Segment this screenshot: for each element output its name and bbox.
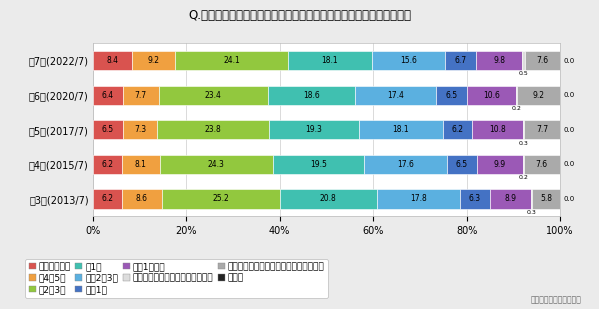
Text: 8.9: 8.9 xyxy=(504,194,516,204)
Bar xyxy=(524,120,560,139)
Bar xyxy=(122,189,162,209)
Text: 6.7: 6.7 xyxy=(455,56,467,65)
Bar xyxy=(523,120,524,139)
Text: 17.4: 17.4 xyxy=(387,91,404,100)
Text: 6.2: 6.2 xyxy=(101,160,113,169)
Text: 20.8: 20.8 xyxy=(320,194,337,204)
Text: 0.5: 0.5 xyxy=(519,71,528,76)
Text: 0.0: 0.0 xyxy=(564,92,575,98)
Text: 8.4: 8.4 xyxy=(107,56,119,65)
Text: 6.5: 6.5 xyxy=(446,91,458,100)
Text: 0.0: 0.0 xyxy=(564,196,575,202)
Bar xyxy=(443,120,472,139)
Bar xyxy=(377,189,460,209)
Bar xyxy=(158,120,268,139)
Text: 9.2: 9.2 xyxy=(533,91,544,100)
Bar xyxy=(531,189,533,209)
Bar xyxy=(268,120,359,139)
Text: 7.3: 7.3 xyxy=(134,125,146,134)
Bar xyxy=(467,86,516,105)
Bar xyxy=(372,51,445,70)
Text: マイボイスコム株式会社: マイボイスコム株式会社 xyxy=(530,295,581,304)
Bar xyxy=(93,51,132,70)
Text: 18.1: 18.1 xyxy=(393,125,409,134)
Bar xyxy=(524,155,559,174)
Text: 18.1: 18.1 xyxy=(322,56,338,65)
Text: 8.1: 8.1 xyxy=(135,160,147,169)
Text: 18.6: 18.6 xyxy=(303,91,320,100)
Text: 6.5: 6.5 xyxy=(102,125,114,134)
Bar xyxy=(472,120,523,139)
Bar xyxy=(533,189,559,209)
Text: 19.5: 19.5 xyxy=(310,160,327,169)
Text: 17.6: 17.6 xyxy=(397,160,414,169)
Bar xyxy=(460,189,489,209)
Bar xyxy=(93,120,123,139)
Text: 7.7: 7.7 xyxy=(135,91,147,100)
Text: 0.0: 0.0 xyxy=(564,127,575,133)
Bar xyxy=(489,189,531,209)
Bar xyxy=(436,86,467,105)
Text: 6.5: 6.5 xyxy=(456,160,468,169)
Bar xyxy=(273,155,364,174)
Text: 25.2: 25.2 xyxy=(213,194,229,204)
Bar xyxy=(122,155,160,174)
Text: 6.3: 6.3 xyxy=(469,194,481,204)
Bar xyxy=(525,51,560,70)
Bar xyxy=(517,86,560,105)
Bar xyxy=(477,155,523,174)
Bar xyxy=(159,86,268,105)
Text: 0.2: 0.2 xyxy=(512,106,522,111)
Bar xyxy=(160,155,273,174)
Text: 7.6: 7.6 xyxy=(536,56,548,65)
Text: 6.2: 6.2 xyxy=(452,125,464,134)
Text: 8.6: 8.6 xyxy=(136,194,148,204)
Text: 5.8: 5.8 xyxy=(540,194,552,204)
Text: 10.6: 10.6 xyxy=(483,91,500,100)
Text: 24.1: 24.1 xyxy=(223,56,240,65)
Text: 9.9: 9.9 xyxy=(494,160,506,169)
Bar xyxy=(123,120,158,139)
Text: 7.6: 7.6 xyxy=(536,160,548,169)
Bar xyxy=(268,86,355,105)
Legend: ほとんど毎日, 週4～5回, 週2～3回, 週1回, 月に2～3回, 月に1回, 月に1回未満, 夏にアイスクリーム類は食べない, アイスクリーム類や氷菓自体を: ほとんど毎日, 週4～5回, 週2～3回, 週1回, 月に2～3回, 月に1回,… xyxy=(25,259,328,298)
Text: 9.8: 9.8 xyxy=(494,56,506,65)
Text: 9.2: 9.2 xyxy=(147,56,159,65)
Bar xyxy=(364,155,446,174)
Text: 10.8: 10.8 xyxy=(489,125,506,134)
Text: 6.2: 6.2 xyxy=(101,194,113,204)
Text: 24.3: 24.3 xyxy=(208,160,225,169)
Bar xyxy=(162,189,280,209)
Text: 17.8: 17.8 xyxy=(410,194,427,204)
Text: Q.夏に、アイスクリーム類や氷菓をどのくらいの頻度で食べますか？: Q.夏に、アイスクリーム類や氷菓をどのくらいの頻度で食べますか？ xyxy=(188,9,411,22)
Text: 7.7: 7.7 xyxy=(536,125,548,134)
Text: 0.0: 0.0 xyxy=(564,57,575,64)
Text: 23.4: 23.4 xyxy=(205,91,222,100)
Bar xyxy=(446,155,477,174)
Text: 15.6: 15.6 xyxy=(400,56,417,65)
Text: 19.3: 19.3 xyxy=(305,125,322,134)
Text: 0.0: 0.0 xyxy=(564,161,575,167)
Bar xyxy=(93,189,122,209)
Bar xyxy=(516,86,517,105)
Bar xyxy=(476,51,522,70)
Bar xyxy=(93,155,122,174)
Bar xyxy=(445,51,476,70)
Text: 0.2: 0.2 xyxy=(519,175,528,180)
Bar xyxy=(93,86,123,105)
Bar xyxy=(523,155,524,174)
Text: 23.8: 23.8 xyxy=(204,125,221,134)
Bar xyxy=(175,51,288,70)
Text: 0.3: 0.3 xyxy=(527,210,537,215)
Bar xyxy=(522,51,525,70)
Text: 0.3: 0.3 xyxy=(519,141,528,146)
Bar xyxy=(288,51,372,70)
Bar xyxy=(123,86,159,105)
Bar xyxy=(280,189,377,209)
Bar xyxy=(132,51,175,70)
Text: 6.4: 6.4 xyxy=(102,91,114,100)
Bar xyxy=(355,86,436,105)
Bar xyxy=(359,120,443,139)
